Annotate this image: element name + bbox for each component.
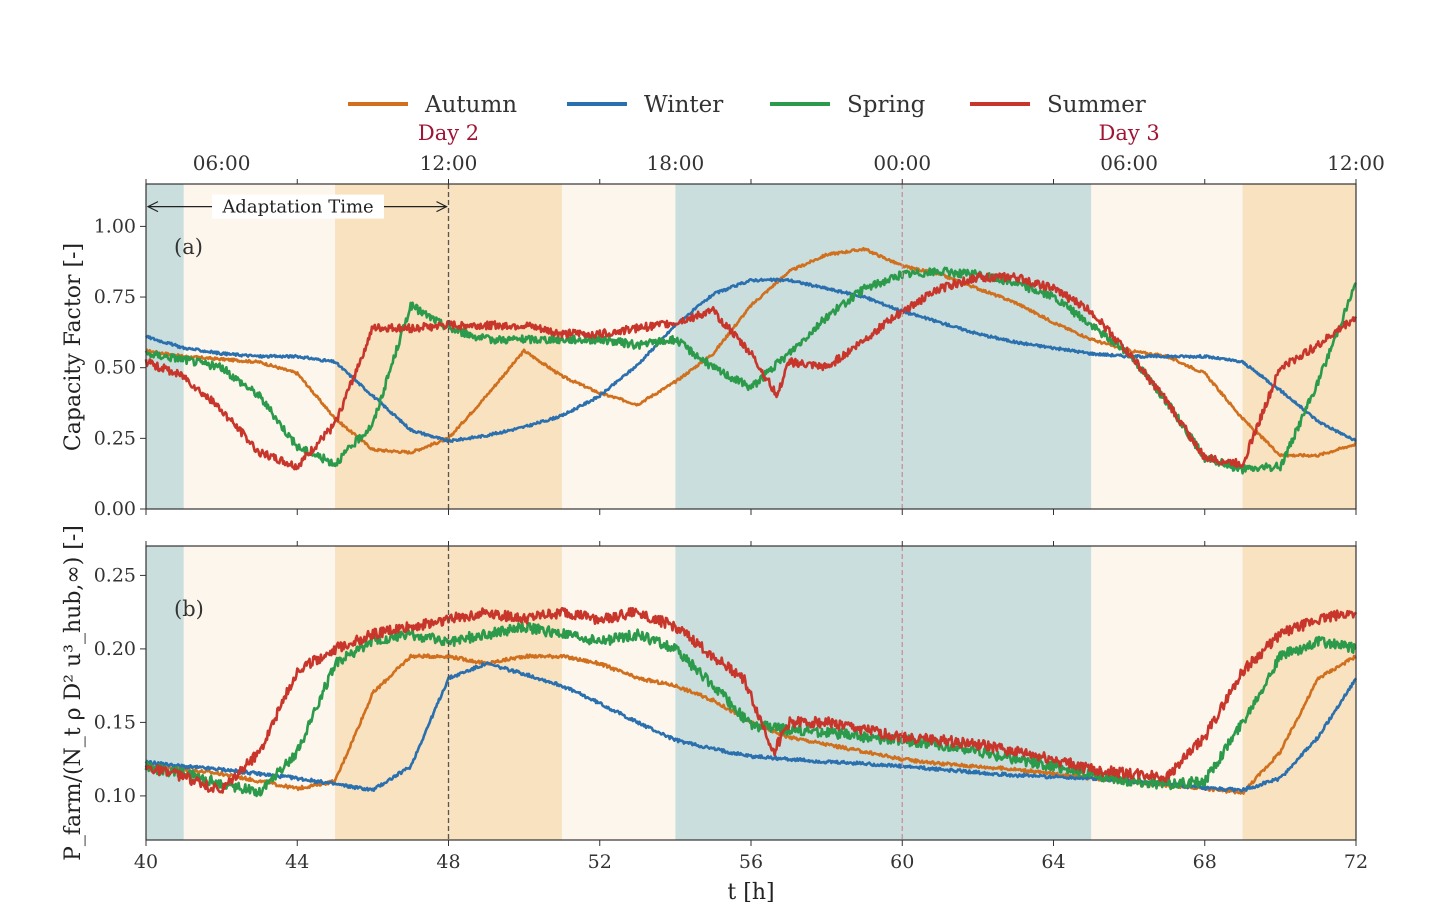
legend-autumn-label: Autumn <box>424 92 517 118</box>
x-tick-label: 64 <box>1041 851 1065 873</box>
annotation-bg <box>212 194 384 219</box>
y-tick-label: 0.25 <box>94 427 136 449</box>
top-time-tick-label: 18:00 <box>647 151 705 175</box>
series-line-summer <box>144 271 1358 471</box>
x-tick-label: 56 <box>739 851 763 873</box>
x-tick-label: 72 <box>1344 851 1368 873</box>
y-tick-label: 0.00 <box>94 498 136 520</box>
x-tick-label: 52 <box>588 851 612 873</box>
top-time-tick-label: 12:00 <box>1327 151 1385 175</box>
x-tick-label: 44 <box>285 851 309 873</box>
y-tick-label: 0.25 <box>94 564 136 586</box>
panel-a-capacity-factor: 0.00 0.25 0.50 0.75 1.00 (a) Adaptation Time <box>94 179 1358 520</box>
day-label: Day 2 <box>418 121 479 145</box>
legend: Autumn Winter Spring Summer <box>348 92 1146 118</box>
day-label: Day 3 <box>1098 121 1159 145</box>
legend-summer-label: Summer <box>1047 92 1146 118</box>
top-time-tick-label: 12:00 <box>420 151 478 175</box>
x-tick-label: 48 <box>436 851 460 873</box>
shade-band <box>1242 184 1356 509</box>
legend-spring-label: Spring <box>847 92 926 118</box>
y-tick-label: 0.50 <box>94 357 136 379</box>
panel-tag: (a) <box>174 235 203 259</box>
series-line-winter <box>145 277 1357 444</box>
y-axis-title-b: P_farm/(N_t ρ D² u³_hub,∞) [-] <box>61 525 86 861</box>
x-tick-label: 40 <box>134 851 158 873</box>
x-axis-title: t [h] <box>727 880 774 905</box>
panel-tag: (b) <box>174 597 204 621</box>
arrow-head-left <box>146 201 159 213</box>
y-tick-label: 0.10 <box>94 785 136 807</box>
top-time-tick-label: 06:00 <box>1100 151 1158 175</box>
y-tick-label: 1.00 <box>94 215 136 237</box>
y-axis-title-a: Capacity Factor [-] <box>61 243 86 451</box>
shade-band <box>146 546 184 840</box>
arrow-head-right <box>436 201 448 213</box>
shade-band <box>675 184 1092 509</box>
y-tick-label: 0.20 <box>94 638 136 660</box>
x-tick-label: 68 <box>1193 851 1217 873</box>
top-time-tick-label: 00:00 <box>873 151 931 175</box>
panel-b-normalized-power: 0.10 0.15 0.20 0.25 40 44 48 52 56 60 64 68 72 (b) <box>94 541 1368 873</box>
legend-winter-label: Winter <box>644 92 723 118</box>
shade-band <box>183 184 336 509</box>
shade-band <box>1091 546 1243 840</box>
top-time-tick-label: 06:00 <box>193 151 251 175</box>
y-tick-label: 0.75 <box>94 286 136 308</box>
shade-band <box>561 184 676 509</box>
x-tick-label: 60 <box>890 851 914 873</box>
adaptation-time-label: Adaptation Time <box>221 197 373 218</box>
series-line-summer <box>144 606 1358 794</box>
y-tick-label: 0.15 <box>94 711 136 733</box>
top-time-axis: 06:00 12:00 18:00 00:00 06:00 12:00 Day 2 Day 3 <box>193 121 1385 175</box>
shade-band <box>675 546 1092 840</box>
